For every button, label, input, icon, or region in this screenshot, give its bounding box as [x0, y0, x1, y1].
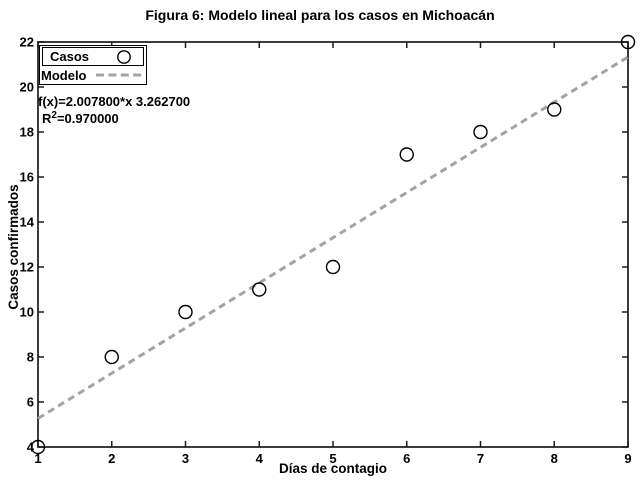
x-tick-label: 2 [108, 451, 115, 466]
x-tick-label: 5 [329, 451, 336, 466]
x-tick-label: 4 [256, 451, 264, 466]
data-point-casos [620, 34, 636, 50]
data-point-casos [30, 439, 46, 455]
y-tick-label: 8 [27, 350, 34, 365]
figure-title: Figura 6: Modelo lineal para los casos e… [145, 7, 495, 23]
y-tick-label: 22 [20, 35, 34, 50]
x-tick-label: 3 [182, 451, 189, 466]
data-point-casos [547, 102, 562, 117]
data-point-casos [473, 124, 488, 140]
legend-dash-sample [96, 70, 144, 80]
x-tick-label: 1 [34, 451, 41, 466]
legend: Casos Modelo [39, 45, 147, 85]
y-tick-label: 18 [20, 125, 34, 140]
x-tick-label: 6 [403, 451, 410, 466]
y-tick-label: 14 [20, 215, 35, 230]
y-tick-label: 16 [20, 170, 34, 185]
data-point-casos [325, 259, 341, 275]
legend-item-modelo: Modelo [40, 66, 146, 84]
data-point-casos [252, 282, 267, 297]
x-tick-label: 8 [551, 451, 558, 466]
legend-item-casos: Casos [42, 47, 144, 66]
y-axis-label: Casos confirmados [6, 184, 21, 310]
fit-equation: f(x)=2.007800*x 3.262700 [38, 94, 191, 109]
x-tick-label: 7 [477, 451, 484, 466]
y-tick-label: 10 [20, 305, 34, 320]
data-point-casos [178, 304, 193, 320]
data-point-casos [104, 349, 119, 365]
r-squared-value: R2=0.970000 [42, 110, 119, 126]
x-axis-label: Días de contagio [278, 461, 388, 476]
legend-label-casos: Casos [50, 49, 90, 64]
y-tick-label: 12 [20, 260, 34, 275]
y-tick-label: 6 [27, 395, 34, 410]
y-tick-label: 20 [20, 80, 34, 95]
model-line [37, 55, 629, 420]
data-point-casos [399, 147, 414, 162]
legend-marker-circle [116, 49, 132, 65]
legend-label-modelo: Modelo [41, 67, 87, 83]
fit-annotation: f(x)=2.007800*x 3.262700 R2=0.970000 [38, 93, 190, 129]
x-tick-label: 9 [624, 451, 631, 466]
y-tick-label: 4 [27, 440, 35, 455]
